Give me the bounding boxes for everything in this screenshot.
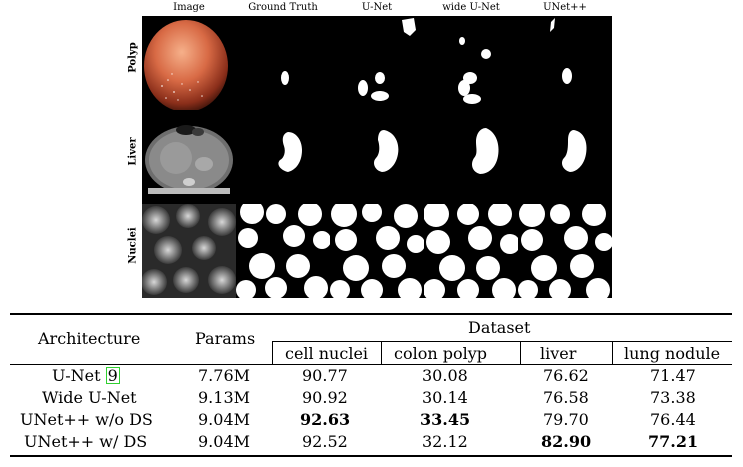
row3-arch: UNet++ w/o DS — [20, 410, 153, 429]
row2-params: 9.13M — [198, 388, 251, 407]
segmentation-figure: Image Ground Truth U-Net wide U-Net UNet… — [127, 2, 612, 298]
nuclei-image — [142, 204, 236, 298]
row3-params: 9.04M — [198, 410, 251, 429]
col-head-ground-truth: Ground Truth — [248, 2, 318, 13]
dataset-subrule — [272, 341, 732, 342]
row2-arch: Wide U-Net — [42, 388, 137, 407]
polyp-ground-truth — [236, 16, 330, 110]
header-colon-polyp: colon polyp — [394, 344, 488, 363]
row1-params: 7.76M — [198, 366, 251, 385]
row4-lung-nodule: 77.21 — [648, 432, 699, 451]
liver-unetpp — [518, 110, 612, 204]
col-head-wide-unet: wide U-Net — [442, 2, 500, 13]
row3-colon-polyp: 33.45 — [420, 410, 471, 429]
row3-liver: 79.70 — [543, 410, 589, 429]
row-label-liver: Liver — [127, 137, 139, 166]
nuclei-unet — [330, 204, 424, 298]
row4-liver: 82.90 — [541, 432, 592, 451]
table-bottom-rule — [10, 455, 732, 457]
row2-lung-nodule: 73.38 — [650, 388, 696, 407]
col-head-unet: U-Net — [361, 2, 393, 13]
nuclei-ground-truth — [236, 204, 330, 298]
header-architecture: Architecture — [38, 329, 141, 348]
nuclei-wide-unet — [424, 204, 518, 298]
header-lung-nodule: lung nodule — [624, 344, 721, 363]
header-dataset: Dataset — [468, 318, 531, 337]
header-params: Params — [195, 329, 256, 348]
liver-ground-truth — [236, 110, 330, 204]
row1-arch: U-Net 9 — [52, 366, 120, 385]
row1-colon-polyp: 30.08 — [422, 366, 468, 385]
col-head-image: Image — [173, 2, 205, 13]
row3-cell-nuclei: 92.63 — [300, 410, 351, 429]
table-top-rule — [10, 313, 732, 315]
row2-cell-nuclei: 90.92 — [302, 388, 348, 407]
row3-lung-nodule: 76.44 — [650, 410, 696, 429]
nuclei-unetpp — [518, 204, 612, 298]
row4-colon-polyp: 32.12 — [422, 432, 468, 451]
row4-cell-nuclei: 92.52 — [302, 432, 348, 451]
row1-cell-nuclei: 90.77 — [302, 366, 348, 385]
header-vline-2 — [381, 342, 382, 364]
header-vline-1 — [272, 342, 273, 364]
polyp-image — [142, 16, 236, 110]
row1-liver: 76.62 — [543, 366, 589, 385]
row-label-nuclei: Nuclei — [127, 227, 139, 264]
citation-link[interactable]: 9 — [105, 366, 120, 385]
polyp-wide-unet — [424, 16, 518, 110]
row1-lung-nodule: 71.47 — [650, 366, 696, 385]
row-label-polyp: Polyp — [127, 42, 139, 73]
liver-unet — [330, 110, 424, 204]
liver-image — [142, 110, 236, 204]
header-liver: liver — [540, 344, 577, 363]
row2-liver: 76.58 — [543, 388, 589, 407]
table-mid-rule — [10, 364, 732, 365]
row4-arch: UNet++ w/ DS — [24, 432, 148, 451]
col-head-unetpp: UNet++ — [543, 2, 587, 13]
polyp-unetpp — [518, 16, 612, 110]
liver-wide-unet — [424, 110, 518, 204]
row4-params: 9.04M — [198, 432, 251, 451]
header-vline-4 — [612, 342, 613, 364]
header-cell-nuclei: cell nuclei — [285, 344, 369, 363]
row2-colon-polyp: 30.14 — [422, 388, 468, 407]
polyp-unet — [330, 16, 424, 110]
header-vline-3 — [520, 342, 521, 364]
